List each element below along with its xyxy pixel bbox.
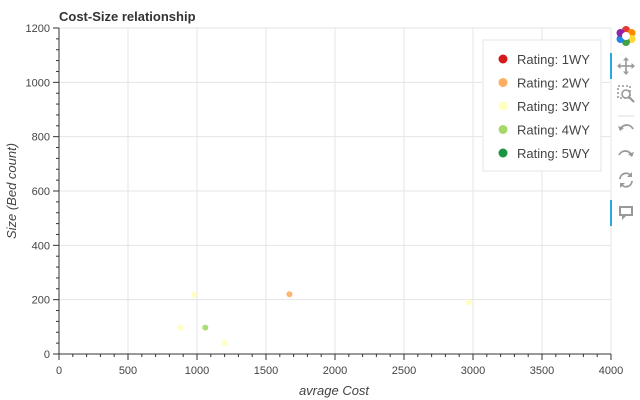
x-tick-label: 0 (56, 365, 62, 377)
data-point (202, 324, 209, 331)
x-axis-label: avrage Cost (299, 383, 370, 398)
y-tick-label: 0 (44, 349, 50, 361)
y-tick-label: 600 (32, 186, 50, 198)
toolbar-divider (614, 104, 638, 128)
y-tick-label: 200 (32, 295, 50, 307)
x-tick-label: 1000 (185, 365, 209, 377)
pan-tool-active-indicator (610, 53, 612, 79)
x-tick-label: 3000 (461, 365, 485, 377)
x-tick-label: 2500 (392, 365, 416, 377)
data-point (465, 299, 472, 306)
y-tick-label: 1000 (26, 77, 50, 89)
legend-marker (498, 125, 508, 134)
hover-tool-active-indicator (610, 200, 612, 226)
legend-marker (498, 148, 508, 158)
legend-marker (498, 54, 508, 64)
data-point (221, 340, 228, 347)
chart-title: Cost-Size relationship (59, 9, 196, 24)
hover-tool-icon[interactable] (614, 201, 638, 225)
legend-marker (498, 78, 508, 87)
pan-tool-icon[interactable] (614, 54, 638, 78)
x-tick-label: 500 (119, 365, 137, 377)
legend-entry: Rating: 2WY (517, 76, 590, 91)
undo-tool-icon[interactable] (614, 116, 638, 140)
legend-entry: Rating: 4WY (517, 123, 590, 138)
y-tick-label: 400 (32, 240, 50, 252)
data-point (286, 291, 293, 298)
legend-entry: Rating: 5WY (517, 146, 590, 161)
reset-tool-icon[interactable] (614, 168, 638, 192)
y-tick-label: 1200 (26, 23, 50, 35)
legend-marker (498, 101, 508, 111)
y-tick-label: 800 (32, 132, 50, 144)
legend-entry: Rating: 1WY (517, 52, 590, 67)
x-tick-label: 3500 (530, 365, 554, 377)
data-point (177, 324, 184, 331)
x-tick-label: 2000 (323, 365, 347, 377)
y-axis-label: Size (Bed count) (4, 143, 19, 239)
x-tick-label: 1500 (254, 365, 278, 377)
x-tick-label: 4000 (599, 365, 623, 377)
bokeh-logo-icon (614, 24, 638, 48)
data-point (191, 291, 198, 298)
box-zoom-tool-icon[interactable] (614, 82, 638, 106)
legend-entry: Rating: 3WY (517, 99, 590, 114)
redo-tool-icon[interactable] (614, 142, 638, 166)
